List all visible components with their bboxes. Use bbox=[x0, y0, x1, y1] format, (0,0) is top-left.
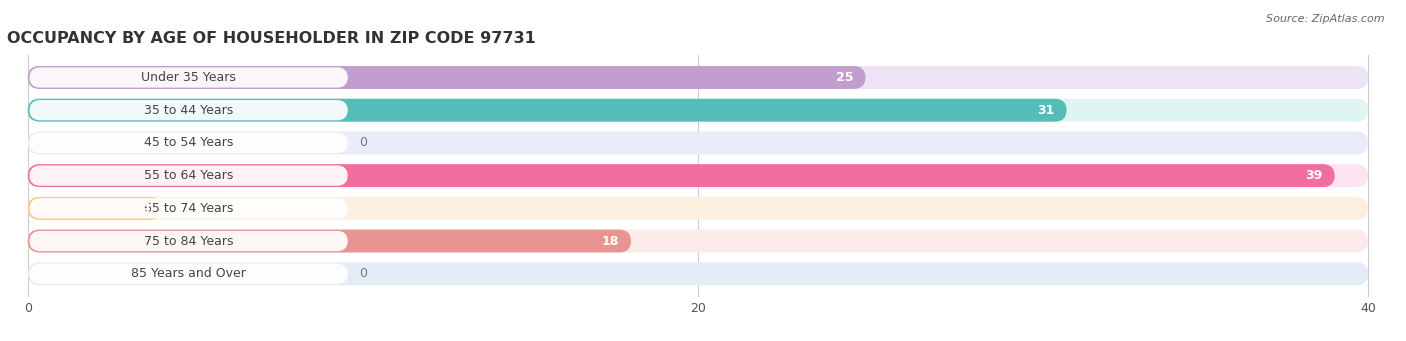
FancyBboxPatch shape bbox=[30, 231, 347, 251]
Text: 4: 4 bbox=[142, 202, 150, 215]
FancyBboxPatch shape bbox=[28, 164, 1368, 187]
FancyBboxPatch shape bbox=[30, 165, 347, 186]
Text: 18: 18 bbox=[602, 235, 619, 248]
Text: 45 to 54 Years: 45 to 54 Years bbox=[143, 136, 233, 149]
Text: 0: 0 bbox=[360, 267, 367, 280]
FancyBboxPatch shape bbox=[30, 198, 347, 219]
FancyBboxPatch shape bbox=[28, 131, 1368, 154]
Text: 31: 31 bbox=[1038, 104, 1054, 117]
FancyBboxPatch shape bbox=[30, 67, 347, 88]
FancyBboxPatch shape bbox=[28, 66, 866, 89]
FancyBboxPatch shape bbox=[28, 262, 1368, 285]
FancyBboxPatch shape bbox=[28, 197, 162, 220]
FancyBboxPatch shape bbox=[30, 264, 347, 284]
Text: Under 35 Years: Under 35 Years bbox=[141, 71, 236, 84]
Text: 55 to 64 Years: 55 to 64 Years bbox=[143, 169, 233, 182]
Text: 35 to 44 Years: 35 to 44 Years bbox=[143, 104, 233, 117]
FancyBboxPatch shape bbox=[28, 99, 1368, 122]
FancyBboxPatch shape bbox=[28, 229, 1368, 252]
FancyBboxPatch shape bbox=[30, 133, 347, 153]
Text: 75 to 84 Years: 75 to 84 Years bbox=[143, 235, 233, 248]
Text: Source: ZipAtlas.com: Source: ZipAtlas.com bbox=[1267, 14, 1385, 24]
FancyBboxPatch shape bbox=[28, 164, 1334, 187]
Text: 0: 0 bbox=[360, 136, 367, 149]
FancyBboxPatch shape bbox=[28, 66, 1368, 89]
FancyBboxPatch shape bbox=[30, 100, 347, 120]
FancyBboxPatch shape bbox=[28, 197, 1368, 220]
FancyBboxPatch shape bbox=[28, 99, 1067, 122]
Text: 85 Years and Over: 85 Years and Over bbox=[131, 267, 246, 280]
Text: 65 to 74 Years: 65 to 74 Years bbox=[143, 202, 233, 215]
Text: 25: 25 bbox=[837, 71, 853, 84]
Text: 39: 39 bbox=[1306, 169, 1323, 182]
FancyBboxPatch shape bbox=[28, 229, 631, 252]
Text: OCCUPANCY BY AGE OF HOUSEHOLDER IN ZIP CODE 97731: OCCUPANCY BY AGE OF HOUSEHOLDER IN ZIP C… bbox=[7, 31, 536, 46]
